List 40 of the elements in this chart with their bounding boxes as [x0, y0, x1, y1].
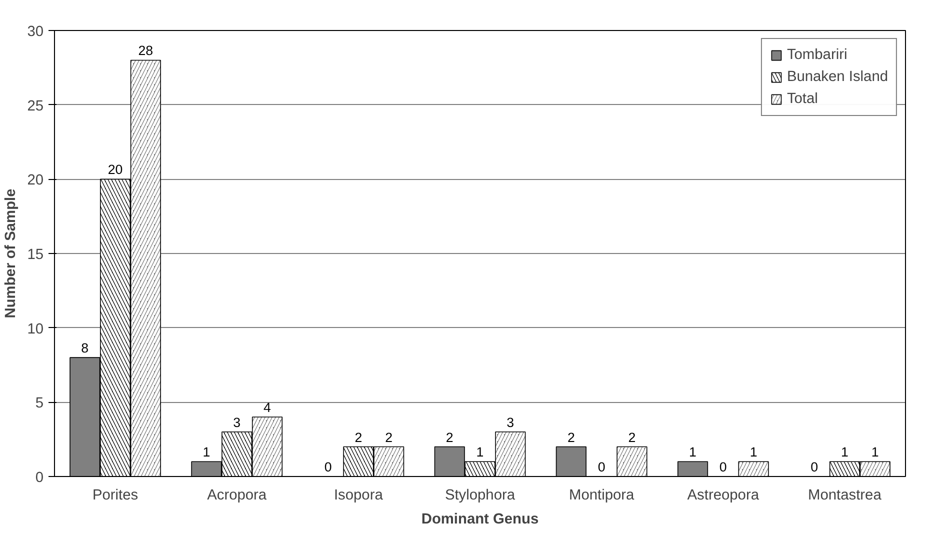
data-label: 3: [233, 414, 241, 430]
data-label: 28: [138, 43, 154, 58]
data-label: 4: [264, 400, 272, 416]
legend-label: Total: [786, 91, 818, 107]
data-label: 1: [750, 444, 758, 460]
data-label: 1: [202, 444, 210, 460]
data-label: 0: [810, 460, 818, 474]
x-tick-label: Acropora: [207, 488, 268, 504]
data-label: 3: [506, 414, 514, 430]
data-label: 1: [476, 444, 484, 460]
y-axis-title: Number of Sample: [3, 188, 20, 318]
data-label: 2: [385, 430, 393, 445]
x-axis-title: Dominant Genus: [421, 512, 539, 528]
data-label: 2: [628, 430, 636, 445]
data-label: 20: [108, 162, 123, 178]
x-tick-label: Stylophora: [444, 488, 516, 504]
data-label: 2: [446, 430, 454, 445]
data-label: 0: [324, 460, 332, 474]
y-tick-label: 25: [27, 98, 44, 114]
y-tick-label: 20: [27, 172, 44, 189]
x-tick-label: Montastrea: [808, 488, 882, 504]
y-tick-label: 10: [27, 321, 44, 338]
data-label: 2: [567, 430, 575, 445]
x-tick-label: Astreopora: [687, 488, 760, 504]
data-label: 1: [871, 444, 879, 460]
x-tick-label: Porites: [92, 488, 138, 504]
data-label: 2: [354, 430, 362, 445]
y-tick-label: 5: [35, 396, 44, 412]
data-label: 1: [841, 444, 848, 460]
data-label: 8: [81, 340, 89, 356]
legend-label: Tombariri: [786, 47, 848, 63]
x-tick-label: Isopora: [334, 488, 384, 504]
legend-label: Bunaken Island: [786, 69, 888, 85]
data-label: 0: [719, 460, 727, 474]
data-label: 1: [689, 444, 696, 460]
y-tick-label: 30: [27, 24, 44, 40]
data-label: 0: [598, 460, 606, 474]
y-tick-label: 0: [35, 470, 44, 486]
x-tick-label: Montipora: [568, 488, 636, 504]
y-tick-label: 15: [27, 247, 44, 263]
